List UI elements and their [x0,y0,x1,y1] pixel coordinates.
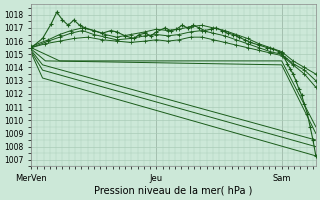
X-axis label: Pression niveau de la mer( hPa ): Pression niveau de la mer( hPa ) [94,186,253,196]
